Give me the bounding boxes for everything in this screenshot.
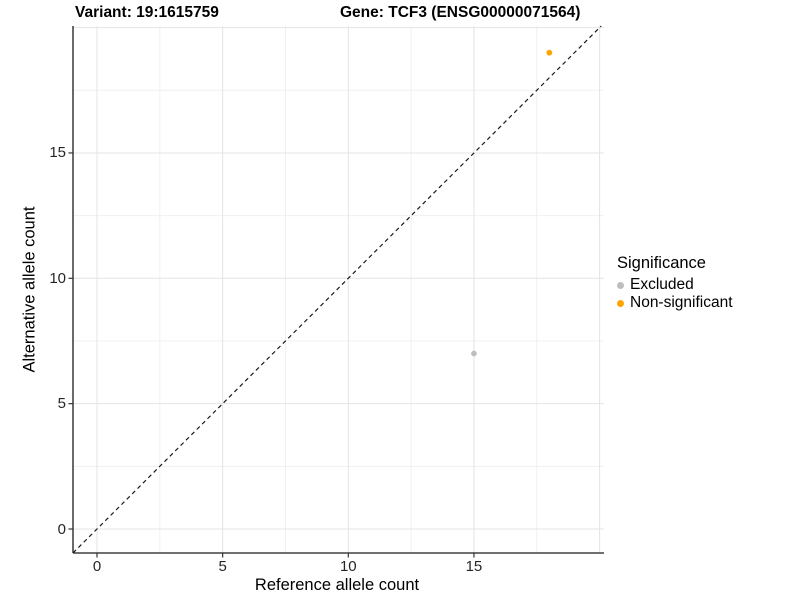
y-tick-label: 0 <box>57 520 66 538</box>
non-significant-point-icon <box>617 299 624 307</box>
data-point-excluded <box>471 350 477 357</box>
x-axis-title: Reference allele count <box>254 576 420 594</box>
x-tick-label: 15 <box>465 558 483 575</box>
identity-line <box>72 25 602 554</box>
x-tick-label: 10 <box>339 558 357 575</box>
legend-title: Significance <box>617 254 706 272</box>
excluded-point-icon <box>617 281 624 289</box>
y-axis-title: Alternative allele count <box>20 206 39 373</box>
legend-label-non-significant: Non-significant <box>630 294 733 311</box>
x-tick-label: 5 <box>218 558 227 575</box>
legend-item-non-significant: Non-significant <box>617 294 733 312</box>
y-tick-label: 5 <box>57 395 66 413</box>
y-tick-label: 10 <box>49 269 66 287</box>
data-point-non-significant <box>546 49 553 56</box>
legend-label-excluded: Excluded <box>630 276 694 293</box>
plot-title-variant: Variant: 19:1615759 <box>75 4 219 21</box>
x-tick-label: 0 <box>92 558 102 575</box>
legend-item-excluded: Excluded <box>617 276 733 294</box>
legend: Significance Excluded Non-significant <box>617 254 733 312</box>
plot-title-gene: Gene: TCF3 (ENSG00000071564) <box>340 4 581 21</box>
y-tick-label: 15 <box>49 144 66 162</box>
